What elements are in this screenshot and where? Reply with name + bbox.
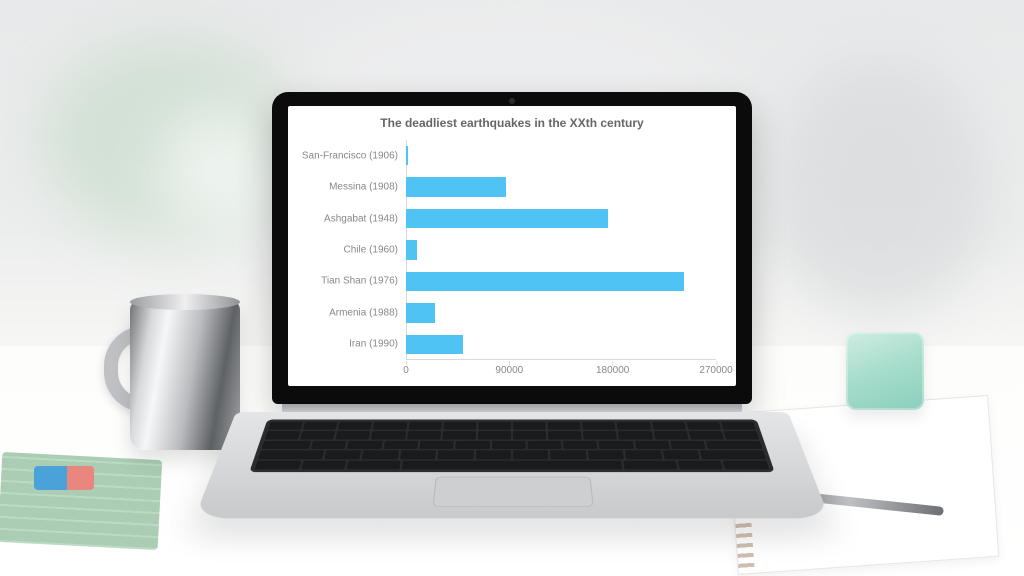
x-tick: 180000 — [596, 365, 629, 376]
bar-row: Chile (1960) — [406, 240, 716, 259]
bar-row: Tian Shan (1976) — [406, 272, 716, 291]
scene-background: The deadliest earthquakes in the XXth ce… — [0, 0, 1024, 576]
laptop-screen: The deadliest earthquakes in the XXth ce… — [288, 106, 736, 386]
bar-label: Messina (1908) — [329, 182, 406, 193]
laptop-keyboard — [249, 419, 774, 472]
webcam-icon — [509, 98, 515, 104]
bar — [406, 240, 417, 259]
bar-label: San-Francisco (1906) — [302, 150, 406, 161]
chart-title: The deadliest earthquakes in the XXth ce… — [288, 116, 736, 130]
backdrop-blob — [160, 110, 280, 230]
bar-label: Chile (1960) — [344, 244, 406, 255]
earthquake-bar-chart: The deadliest earthquakes in the XXth ce… — [288, 106, 736, 386]
bar-label: Armenia (1988) — [329, 307, 406, 318]
x-axis — [406, 359, 716, 360]
bar-label: Tian Shan (1976) — [321, 276, 406, 287]
bar-row: Ashgabat (1948) — [406, 209, 716, 228]
bar-row: Messina (1908) — [406, 177, 716, 196]
bluetooth-speaker — [846, 332, 924, 410]
bar — [406, 209, 608, 228]
bar — [406, 146, 408, 165]
coffee-mug — [110, 300, 240, 460]
laptop-screen-shell: The deadliest earthquakes in the XXth ce… — [272, 92, 752, 404]
bar — [406, 272, 684, 291]
x-tick: 90000 — [495, 365, 523, 376]
laptop-trackpad — [433, 477, 594, 508]
laptop-base — [194, 412, 829, 518]
x-tick: 0 — [403, 365, 409, 376]
x-tick: 270000 — [699, 365, 732, 376]
bar — [406, 303, 435, 322]
bar-row: Armenia (1988) — [406, 303, 716, 322]
eraser — [34, 466, 94, 490]
bar-row: San-Francisco (1906) — [406, 146, 716, 165]
bar-row: Iran (1990) — [406, 335, 716, 354]
laptop: The deadliest earthquakes in the XXth ce… — [272, 92, 752, 532]
chart-plot-area: San-Francisco (1906) Messina (1908) Ashgab… — [406, 140, 716, 360]
bar-label: Iran (1990) — [349, 339, 406, 350]
backdrop-blob — [770, 60, 990, 320]
bar — [406, 177, 506, 196]
bar — [406, 335, 463, 354]
bar-label: Ashgabat (1948) — [324, 213, 406, 224]
